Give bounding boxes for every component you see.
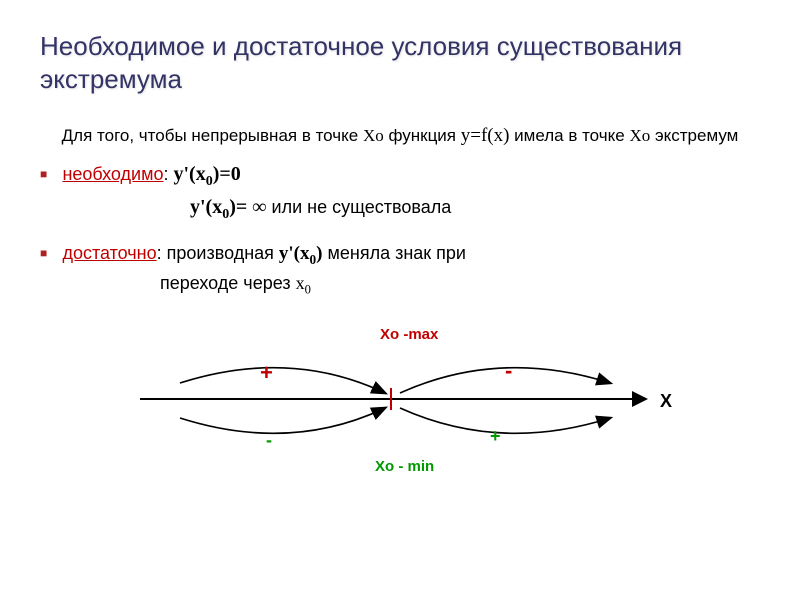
minus-sign-bottom: - xyxy=(266,430,272,451)
sufficient-x0: x0 xyxy=(296,273,311,293)
necessary-formula2-tail: или не существовала xyxy=(267,197,452,217)
plus-sign-bottom: + xyxy=(490,426,501,447)
necessary-formula2-line: y'(x0)= ∞ или не существовала xyxy=(190,196,760,223)
sufficient-colon: : xyxy=(157,243,167,263)
sign-diagram: X Xo -max Xo - min + - - + xyxy=(120,318,680,488)
intro-x0-2: Xo xyxy=(629,126,650,145)
necessary-condition: необходимо: y'(x0)=0 xyxy=(40,163,760,190)
conditions-list-2: достаточно: производная y'(x0) меняла зн… xyxy=(40,243,760,268)
conditions-list: необходимо: y'(x0)=0 xyxy=(40,163,760,190)
intro-text: Для того, чтобы непрерывная в точке Xo ф… xyxy=(40,123,760,149)
sufficient-line2: переходе через x0 xyxy=(160,273,760,298)
sufficient-label: достаточно xyxy=(62,243,156,263)
necessary-colon: : xyxy=(163,164,173,184)
sufficient-text3: переходе через xyxy=(160,273,296,293)
min-label: Xo - min xyxy=(375,458,434,475)
intro-func: y=f(x) xyxy=(461,125,510,146)
max-label: Xo -max xyxy=(380,326,438,343)
sufficient-deriv: y'(x0) xyxy=(279,243,323,264)
necessary-formula2: y'(x0)= ∞ xyxy=(190,196,267,218)
x-axis-label: X xyxy=(660,391,672,412)
intro-seg4: экстремум xyxy=(650,126,738,145)
intro-x0-1: Xo xyxy=(363,126,384,145)
slide-title: Необходимое и достаточное условия сущест… xyxy=(40,30,760,95)
sufficient-text2: меняла знак при xyxy=(323,243,466,263)
necessary-label: необходимо xyxy=(62,164,163,184)
minus-sign-top: - xyxy=(505,358,512,384)
plus-sign-top: + xyxy=(260,360,273,386)
necessary-formula1: y'(x0)=0 xyxy=(174,163,241,185)
sufficient-text1: производная xyxy=(167,243,279,263)
intro-seg1: Для того, чтобы непрерывная в точке xyxy=(62,126,363,145)
intro-seg2: функция xyxy=(384,126,461,145)
intro-seg3: имела в точке xyxy=(509,126,629,145)
sufficient-condition: достаточно: производная y'(x0) меняла зн… xyxy=(40,243,760,268)
